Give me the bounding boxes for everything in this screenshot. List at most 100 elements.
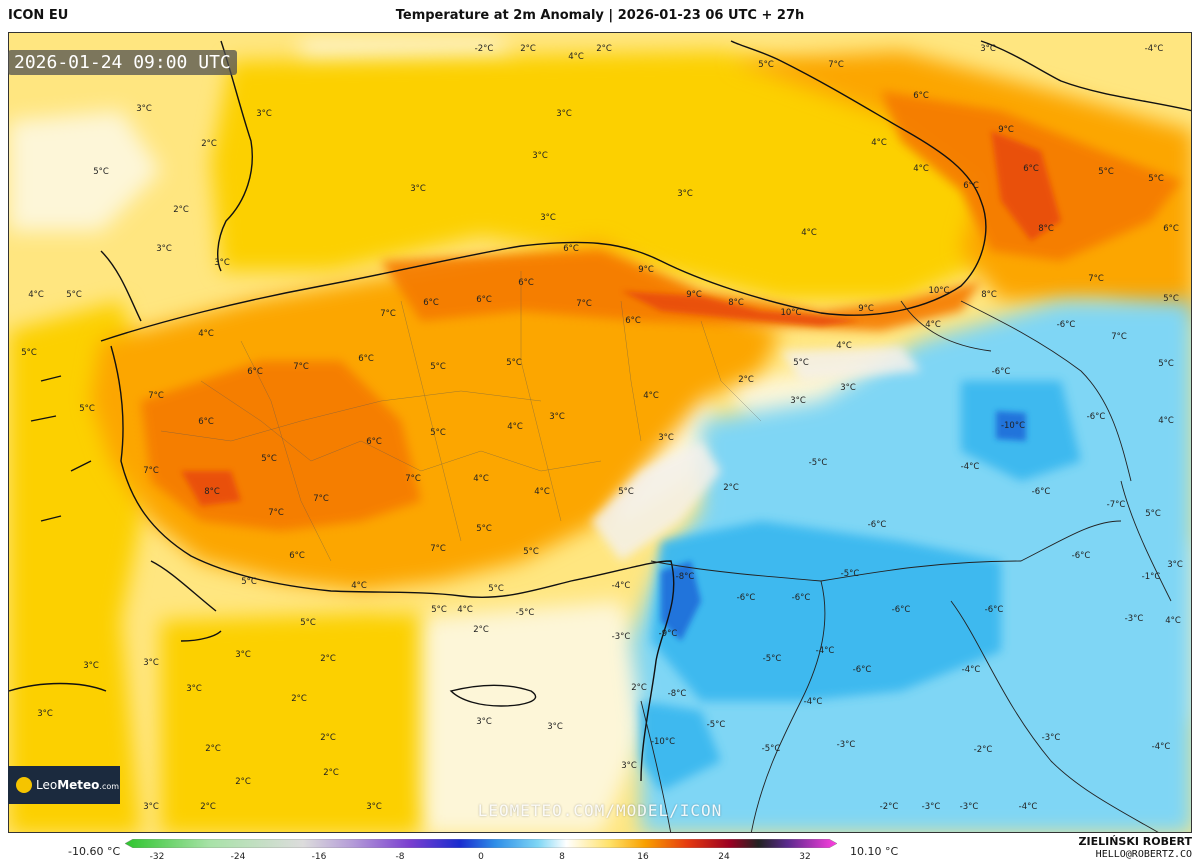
temperature-label: -6°C [892,605,911,615]
temperature-label: 7°C [576,299,592,309]
temperature-label: 3°C [37,709,53,719]
temperature-label: 6°C [423,298,439,308]
temperature-label: 2°C [473,625,489,635]
temperature-label: -3°C [1042,733,1061,743]
temperature-labels: -2°C 2°C 2°C 4°C 5°C 7°C 3°C -4°C 6°C 9°C 4°C 5°C 5°… [21,44,1183,812]
temperature-label: 3°C [658,433,674,443]
colorbar-tick-label: -32 [149,852,165,862]
anomaly-map: -2°C 2°C 2°C 4°C 5°C 7°C 3°C -4°C 6°C 9°C 4°C 5°C 5°… [8,32,1192,833]
temperature-label: -6°C [737,593,756,603]
extreme-anomaly-core [181,131,1061,506]
temperature-label: 4°C [801,228,817,238]
colorbar-tick-label: 16 [637,852,649,862]
temperature-label: 2°C [723,483,739,493]
temperature-label: 3°C [549,412,565,422]
transition-band [591,346,921,561]
temperature-label: -2°C [880,802,899,812]
temperature-label: 4°C [198,329,214,339]
temperature-label: 5°C [430,362,446,372]
temperature-label: -6°C [1072,551,1091,561]
colorbar-tick-label: -16 [311,852,327,862]
temperature-label: 4°C [871,138,887,148]
temperature-label: 8°C [204,487,220,497]
temperature-label: 5°C [1148,174,1164,184]
temperature-label: 6°C [1163,224,1179,234]
temperature-label: 3°C [366,802,382,812]
temperature-label: 3°C [256,109,272,119]
temperature-label: 4°C [568,52,584,62]
temperature-label: 3°C [214,258,230,268]
temperature-label: 5°C [93,167,109,177]
temperature-label: 6°C [289,551,305,561]
temperature-label: -6°C [985,605,1004,615]
country-borders [640,300,1172,832]
temperature-label: 3°C [1167,560,1183,570]
temperature-label: 5°C [66,290,82,300]
temperature-label: -6°C [868,520,887,530]
temperature-label: -5°C [762,744,781,754]
temperature-label: -5°C [809,458,828,468]
temperature-label: 3°C [980,44,996,54]
temperature-label: 3°C [532,151,548,161]
leometeo-logo: LeoMeteo.com [8,766,120,804]
temperature-label: 5°C [1145,509,1161,519]
temperature-label: 2°C [173,205,189,215]
temperature-label: 2°C [320,654,336,664]
province-borders [160,271,762,562]
temperature-label: 4°C [913,164,929,174]
temperature-label: -4°C [612,581,631,591]
temperature-label: 5°C [523,547,539,557]
colorbar-tick-label: 8 [559,852,565,862]
temperature-label: 3°C [621,761,637,771]
temperature-label: 6°C [247,367,263,377]
temperature-label: -4°C [816,646,835,656]
temperature-label: -5°C [707,720,726,730]
temperature-label: -3°C [612,632,631,642]
temperature-label: 5°C [261,454,277,464]
temperature-label: 7°C [143,466,159,476]
temperature-label: -3°C [1125,614,1144,624]
temperature-label: 4°C [836,341,852,351]
temperature-label: 6°C [518,278,534,288]
colorbar [125,839,837,848]
temperature-label: 4°C [534,487,550,497]
temperature-label: -6°C [853,665,872,675]
temperature-label: -6°C [1057,320,1076,330]
temperature-label: 9°C [686,290,702,300]
temperature-label: -5°C [516,608,535,618]
temperature-label: 8°C [1038,224,1054,234]
temperature-label: 3°C [143,658,159,668]
temperature-label: -5°C [841,569,860,579]
temperature-label: 9°C [998,125,1014,135]
temperature-label: 5°C [1098,167,1114,177]
temperature-label: 6°C [625,316,641,326]
coastlines [9,40,1191,782]
footer [0,833,1200,863]
temperature-label: -10°C [651,737,675,747]
temperature-label: 5°C [618,487,634,497]
temperature-label: 6°C [563,244,579,254]
temperature-label: 6°C [366,437,382,447]
temperature-label: 5°C [506,358,522,368]
temperature-label: -4°C [804,697,823,707]
temperature-label: -6°C [1032,487,1051,497]
temperature-label: 2°C [520,44,536,54]
temperature-label: -4°C [1019,802,1038,812]
author-credit: ZIELIŃSKI ROBERT [1078,835,1192,848]
temperature-label: 3°C [556,109,572,119]
map-canvas: -2°C 2°C 2°C 4°C 5°C 7°C 3°C -4°C 6°C 9°C 4°C 5°C 5°… [9,33,1191,832]
temperature-label: -4°C [961,462,980,472]
temperature-label: -10°C [1001,421,1025,431]
colorbar-tick-label: -24 [230,852,246,862]
temperature-label: 4°C [1165,616,1181,626]
valid-time-badge: 2026-01-24 09:00 UTC [8,50,237,75]
temperature-label: 5°C [79,404,95,414]
logo-text: LeoMeteo.com [36,778,120,792]
temperature-label: -8°C [676,572,695,582]
temperature-label: 6°C [358,354,374,364]
temperature-label: 2°C [205,744,221,754]
temperature-label: 3°C [186,684,202,694]
temperature-label: 5°C [430,428,446,438]
temperature-label: 3°C [540,213,556,223]
temperature-label: -5°C [763,654,782,664]
